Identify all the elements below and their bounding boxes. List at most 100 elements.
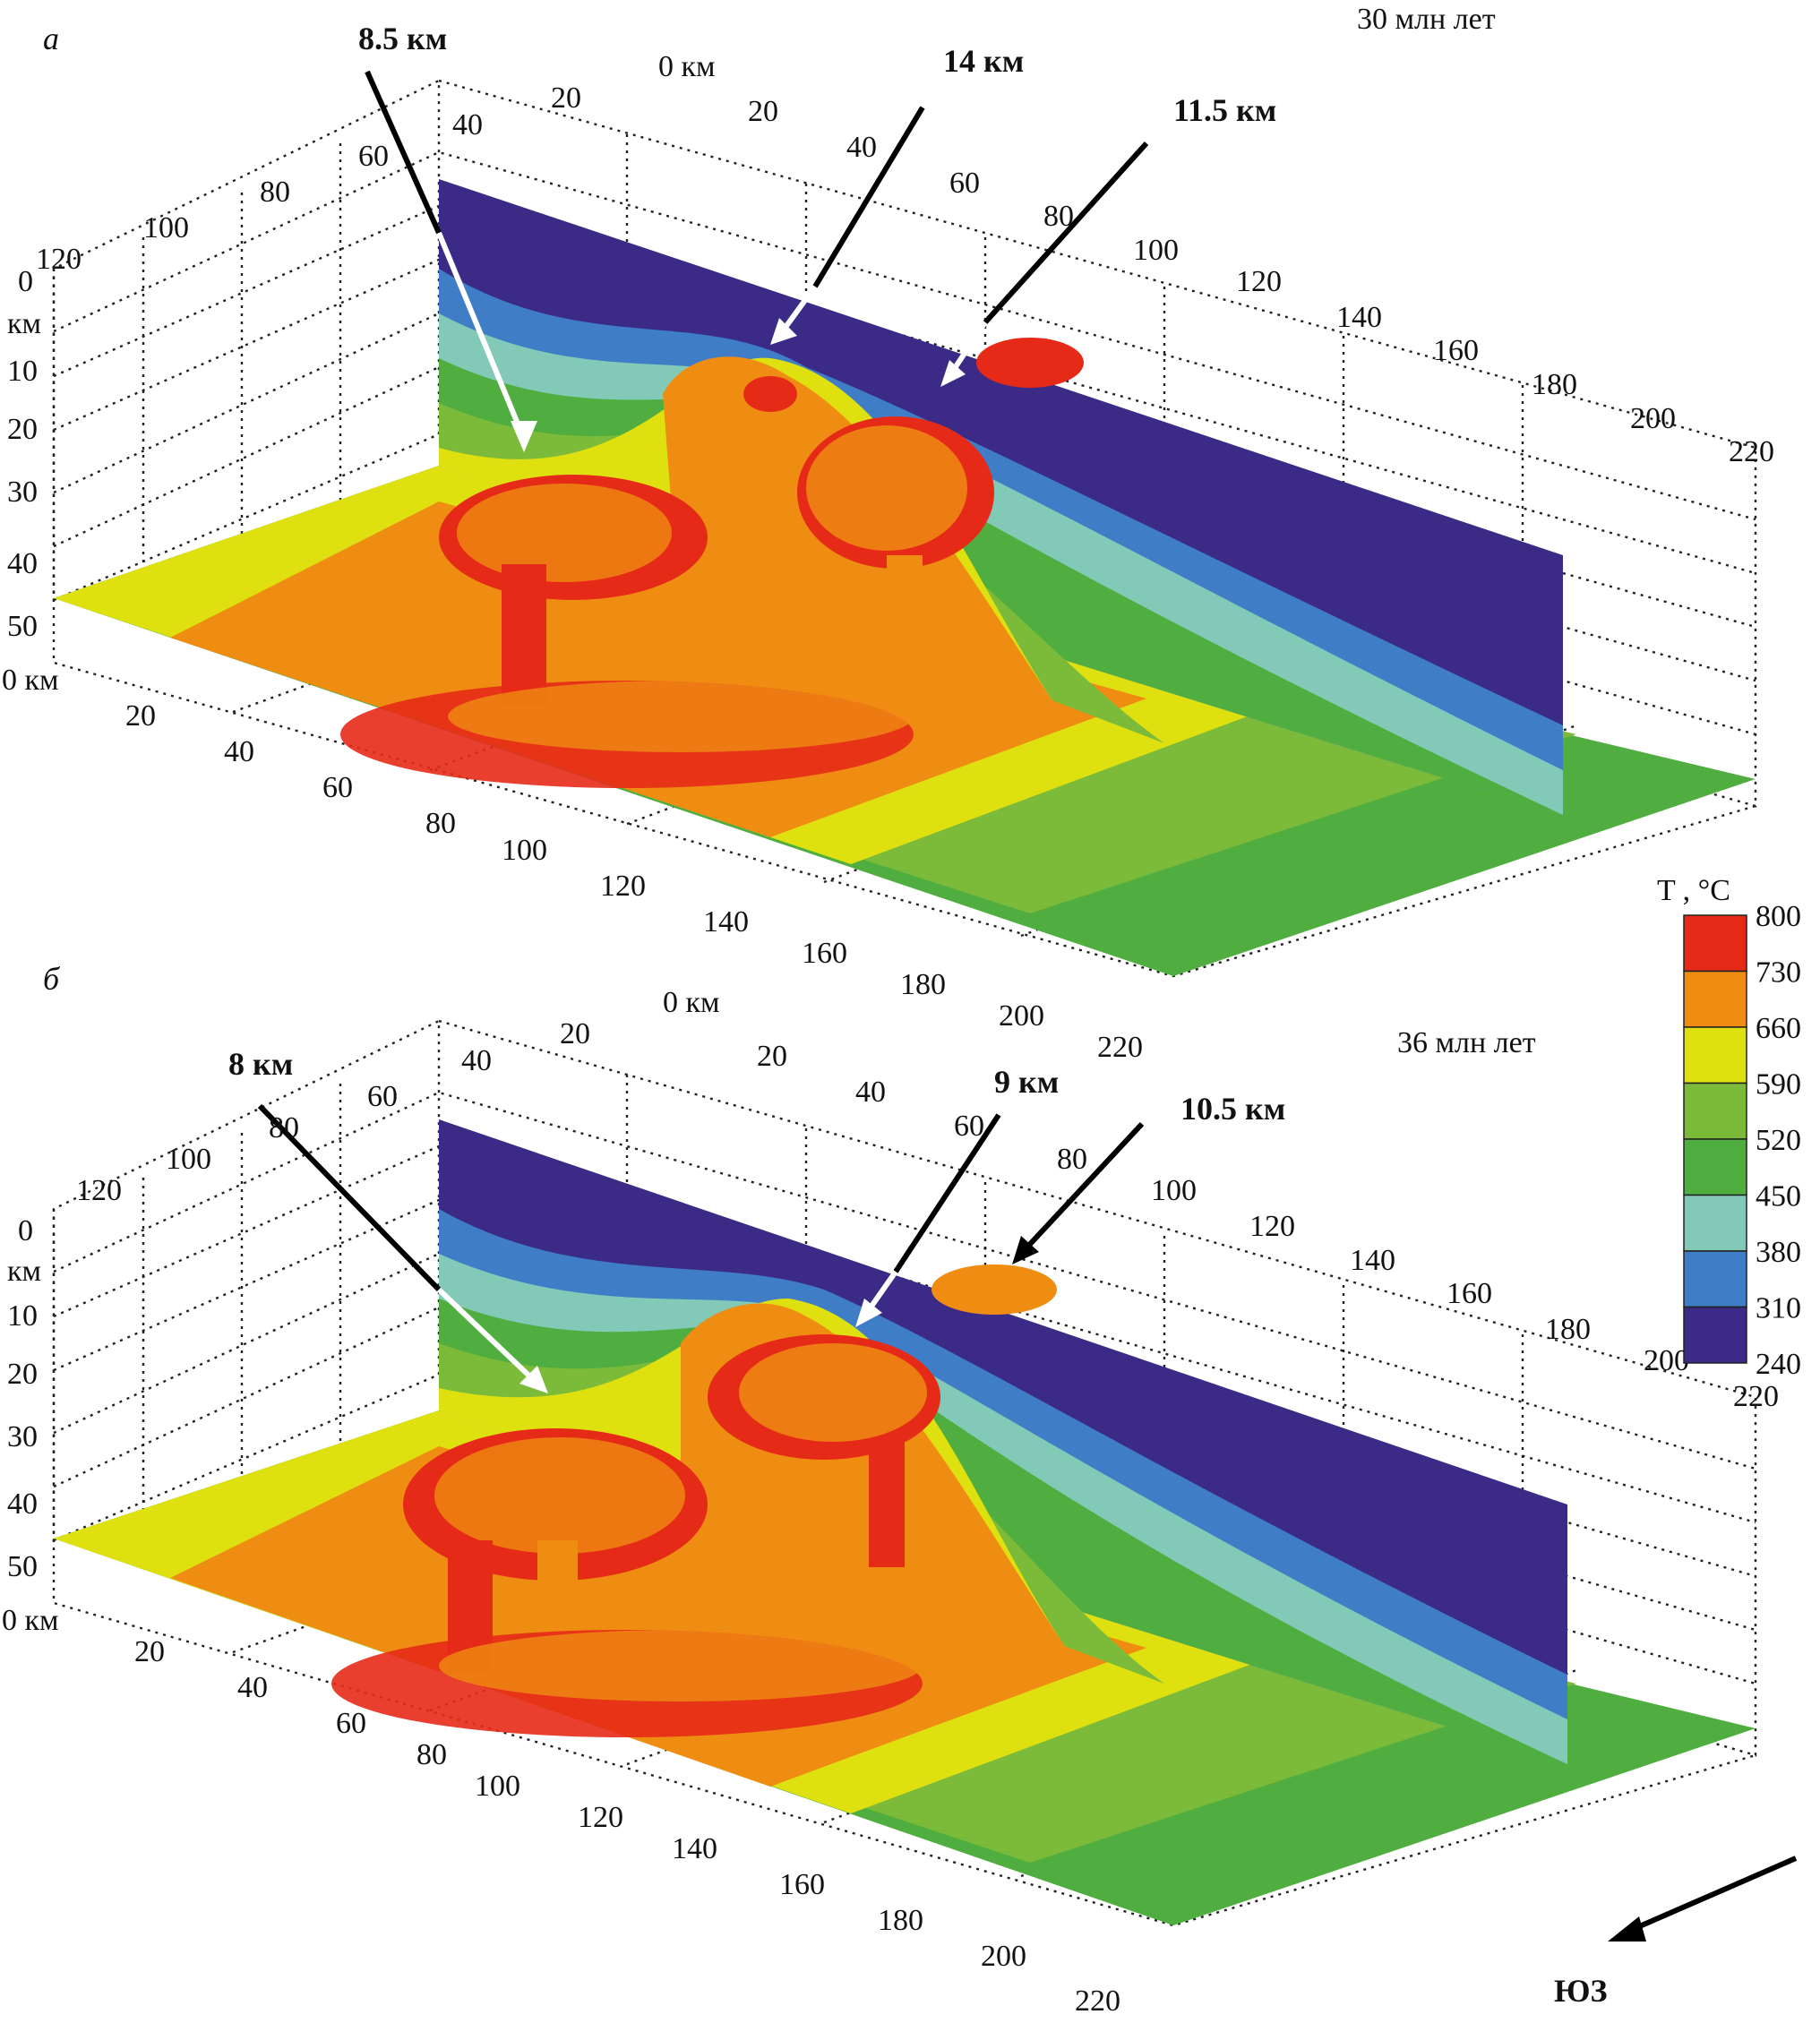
back-axis-tick-b: 20 (560, 1017, 590, 1050)
direction-indicator: ЮЗ (1554, 1856, 1798, 2009)
depth-unit-a: км (7, 307, 41, 340)
panel-b: б 36 млн лет 8 км 9 км 10.5 км 0 км 20 4… (2, 961, 1779, 2018)
front-axis-tick-b: 140 (672, 1832, 717, 1865)
legend-color-box (1683, 1250, 1747, 1308)
top-axis-tick-a: 200 (1630, 402, 1676, 435)
top-axis-tick-a: 80 (1043, 200, 1074, 233)
depth-tick-a: 10 (7, 355, 38, 388)
legend-labels: 800 730 660 590 520 450 380 310 240 (1756, 900, 1801, 1381)
melt-bodies-a (340, 338, 1084, 788)
legend-color-box (1683, 1082, 1747, 1140)
front-axis-tick-a: 40 (224, 735, 254, 768)
legend-value-label: 310 (1756, 1292, 1801, 1325)
arrow-label-a-1: 8.5 км (358, 21, 447, 56)
arrow-label-b-1: 8 км (228, 1046, 293, 1082)
arrow-label-a-3: 11.5 км (1173, 92, 1276, 128)
panel-label-a: а (43, 21, 59, 56)
top-axis-tick-a: 140 (1336, 301, 1382, 334)
legend-value-label: 590 (1756, 1068, 1801, 1102)
front-axis-origin-b: 0 км (2, 1604, 59, 1637)
front-axis-origin-a: 0 км (2, 664, 59, 697)
back-axis-tick-a: 60 (358, 140, 389, 173)
melt-bodies-b (331, 1264, 1057, 1737)
depth-tick-a: 40 (7, 547, 38, 580)
top-axis-tick-a: 20 (748, 95, 778, 128)
front-axis-tick-b: 120 (578, 1801, 623, 1834)
depth-tick-b: 0 (18, 1214, 33, 1247)
front-axis-tick-b: 20 (134, 1635, 165, 1668)
legend-color-box (1683, 914, 1747, 973)
front-axis-tick-b: 200 (981, 1940, 1026, 1973)
back-axis-tick-b: 60 (367, 1080, 398, 1113)
front-axis-tick-a: 160 (802, 937, 847, 970)
front-axis-tick-a: 120 (600, 870, 646, 903)
arrow-label-a-2: 14 км (943, 43, 1024, 79)
depth-tick-a: 50 (7, 610, 38, 643)
direction-arrow-icon (1608, 1916, 1646, 1942)
depth-unit-b: км (7, 1255, 41, 1288)
top-axis-tick-a: 40 (846, 131, 877, 164)
top-axis-tick-b: 180 (1545, 1313, 1591, 1346)
top-axis-tick-b: 60 (954, 1110, 984, 1143)
panel-a: а 30 млн лет 8.5 км 14 км 11.5 км 0 км 2… (2, 3, 1774, 1064)
legend-value-label: 730 (1756, 956, 1801, 990)
time-label-b: 36 млн лет (1397, 1026, 1536, 1059)
front-axis-tick-b: 80 (416, 1738, 447, 1771)
legend-value-label: 380 (1756, 1236, 1801, 1269)
depth-tick-b: 30 (7, 1420, 38, 1453)
front-axis-tick-a: 220 (1097, 1031, 1143, 1064)
legend-color-box (1683, 1026, 1747, 1084)
annotation-arrows-a (365, 70, 1149, 452)
depth-tick-a: 20 (7, 413, 38, 446)
front-axis-tick-a: 200 (999, 999, 1044, 1033)
depth-tick-b: 40 (7, 1487, 38, 1521)
time-label-a: 30 млн лет (1357, 3, 1496, 36)
legend-title: T , °C (1657, 874, 1730, 907)
top-axis-tick-b: 220 (1733, 1380, 1779, 1413)
legend-value-label: 800 (1756, 900, 1801, 933)
back-axis-tick-b: 120 (76, 1174, 122, 1207)
front-axis-tick-a: 60 (322, 771, 353, 804)
back-axis-tick-b: 40 (461, 1044, 492, 1077)
color-legend: T , °C 800 730 660 590 520 450 380 310 240 (1657, 874, 1801, 1381)
top-axis-origin-a: 0 км (658, 50, 716, 83)
top-axis-tick-b: 200 (1644, 1344, 1689, 1377)
direction-label: ЮЗ (1554, 1973, 1608, 2009)
depth-tick-b: 20 (7, 1358, 38, 1391)
front-axis-tick-b: 60 (336, 1707, 366, 1740)
top-axis-tick-a: 160 (1433, 334, 1479, 367)
top-axis-tick-a: 180 (1532, 368, 1577, 401)
top-axis-origin-b: 0 км (663, 986, 720, 1019)
top-axis-tick-b: 80 (1057, 1143, 1087, 1176)
depth-tick-a: 30 (7, 476, 38, 509)
back-axis-tick-a: 80 (260, 176, 290, 209)
front-axis-tick-a: 80 (425, 807, 456, 840)
top-axis-tick-a: 120 (1236, 265, 1282, 298)
top-axis-tick-a: 100 (1133, 234, 1179, 267)
top-axis-tick-a: 220 (1729, 435, 1774, 468)
legend-color-box (1683, 1194, 1747, 1252)
front-axis-tick-a: 20 (125, 699, 156, 733)
back-axis-tick-b: 100 (166, 1143, 211, 1176)
depth-tick-b: 50 (7, 1550, 38, 1583)
front-axis-tick-b: 100 (475, 1770, 520, 1803)
back-axis-tick-a: 20 (551, 81, 581, 115)
front-axis-tick-b: 180 (878, 1904, 923, 1937)
arrow-label-b-2: 9 км (994, 1064, 1059, 1100)
depth-tick-a: 0 (18, 265, 33, 298)
front-axis-tick-a: 180 (900, 968, 946, 1001)
front-axis-tick-b: 220 (1075, 1984, 1120, 2018)
top-axis-tick-b: 40 (855, 1076, 886, 1109)
back-axis-tick-a: 120 (36, 243, 82, 276)
back-axis-tick-b: 80 (269, 1111, 299, 1144)
top-axis-tick-b: 160 (1447, 1277, 1492, 1310)
top-axis-tick-b: 20 (757, 1040, 787, 1073)
front-axis-tick-b: 160 (779, 1868, 825, 1901)
annotation-arrows-b (257, 1103, 1145, 1393)
top-axis-tick-b: 140 (1350, 1244, 1395, 1277)
panel-label-b: б (43, 961, 61, 997)
front-axis-tick-a: 140 (703, 905, 749, 939)
legend-color-box (1683, 970, 1747, 1028)
top-axis-tick-a: 60 (949, 167, 980, 200)
